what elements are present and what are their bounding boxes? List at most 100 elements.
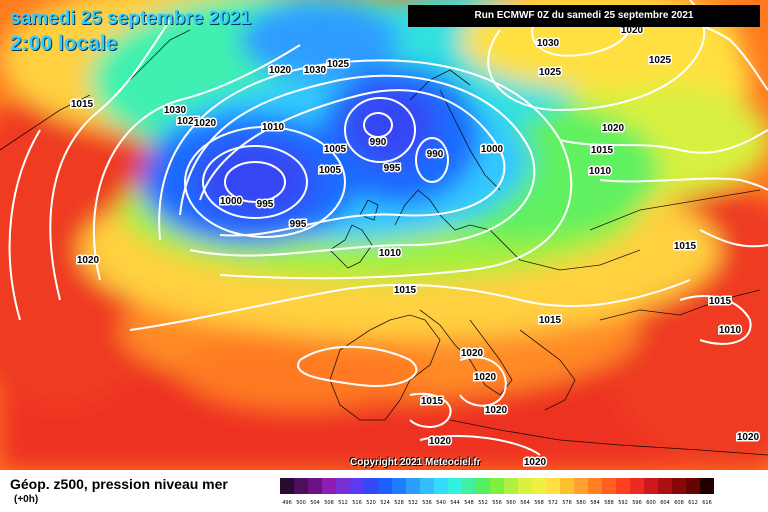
scale-swatch [378,478,392,494]
scale-value: 556 [492,500,502,506]
scale-value: 520 [366,500,376,506]
scale-swatch [518,478,532,494]
scale-value: 576 [562,500,572,506]
scale-value: 572 [548,500,558,506]
scale-value: 532 [408,500,418,506]
pressure-label: 1020 [524,457,547,468]
scale-value: 548 [464,500,474,506]
pressure-label: 1000 [220,196,243,207]
scale-value: 608 [674,500,684,506]
pressure-label: 1025 [649,55,672,66]
scale-value: 580 [576,500,586,506]
scale-swatch [364,478,378,494]
legend-subtitle: (+0h) [14,494,39,505]
scale-swatch [322,478,336,494]
color-scale-labels: 496 500 504 508 512 516 520 524 528 532 536 540 544 5… [280,500,714,506]
scale-value: 508 [324,500,334,506]
pressure-label: 1000 [481,144,504,155]
forecast-date: samedi 25 septembre 2021 [10,8,251,29]
pressure-label: 1025 [177,116,200,127]
pressure-label: 990 [427,149,444,160]
scale-swatch [434,478,448,494]
pressure-label: 1030 [304,65,327,76]
pressure-label: 1020 [602,123,625,134]
scale-value: 496 [282,500,292,506]
scale-value: 536 [422,500,432,506]
pressure-label: 1020 [77,255,100,266]
scale-swatch [420,478,434,494]
pressure-label: 1015 [539,315,562,326]
scale-swatch [672,478,686,494]
pressure-label: 1010 [719,325,742,336]
scale-swatch [294,478,308,494]
scale-value: 592 [618,500,628,506]
scale-value: 544 [450,500,460,506]
scale-swatch [308,478,322,494]
scale-value: 612 [688,500,698,506]
scale-value: 552 [478,500,488,506]
pressure-label: 1015 [394,285,417,296]
scale-swatch [462,478,476,494]
scale-swatch [588,478,602,494]
scale-swatch [336,478,350,494]
pressure-label: 1015 [709,296,732,307]
scale-value: 504 [310,500,320,506]
pressure-label: 1015 [674,241,697,252]
scale-swatch [280,478,294,494]
scale-swatch [406,478,420,494]
legend-title: Géop. z500, pression niveau mer [10,476,228,492]
pressure-label: 1020 [474,372,497,383]
pressure-label: 995 [384,163,401,174]
scale-swatch [476,478,490,494]
scale-swatch [546,478,560,494]
scale-swatch [658,478,672,494]
scale-swatch [448,478,462,494]
scale-value: 516 [352,500,362,506]
scale-value: 600 [646,500,656,506]
scale-swatch [616,478,630,494]
scale-swatch [532,478,546,494]
pressure-label: 1020 [737,432,760,443]
scale-value: 616 [702,500,712,506]
pressure-label: 1015 [591,145,614,156]
pressure-label: 1005 [324,144,347,155]
scale-value: 588 [604,500,614,506]
pressure-label: 1030 [164,105,187,116]
forecast-time: 2:00 locale [10,32,118,55]
pressure-label: 1005 [319,165,342,176]
legend-footer: Géop. z500, pression niveau mer (+0h) 49… [0,470,768,512]
scale-value: 604 [660,500,670,506]
pressure-label: 1015 [421,396,444,407]
pressure-label: 1020 [269,65,292,76]
scale-swatch [602,478,616,494]
scale-value: 596 [632,500,642,506]
coastlines [0,29,768,456]
pressure-label: 1020 [485,405,508,416]
scale-value: 512 [338,500,348,506]
pressure-label: 1010 [589,166,612,177]
color-scale [280,478,714,494]
scale-value: 584 [590,500,600,506]
scale-value: 568 [534,500,544,506]
scale-value: 500 [296,500,306,506]
scale-swatch [686,478,700,494]
pressure-label: 1020 [194,118,217,129]
geopotential-field [0,0,768,470]
scale-swatch [392,478,406,494]
pressure-label: 1020 [429,436,452,447]
scale-swatch [490,478,504,494]
scale-value: 540 [436,500,446,506]
pressure-label: 990 [370,137,387,148]
scale-value: 560 [506,500,516,506]
scale-swatch [560,478,574,494]
pressure-label: 995 [290,219,307,230]
pressure-label: 1030 [537,38,560,49]
pressure-label: 995 [257,199,274,210]
scale-swatch [630,478,644,494]
pressure-label: 1025 [539,67,562,78]
scale-value: 524 [380,500,390,506]
scale-value: 528 [394,500,404,506]
pressure-label: 1025 [327,59,350,70]
